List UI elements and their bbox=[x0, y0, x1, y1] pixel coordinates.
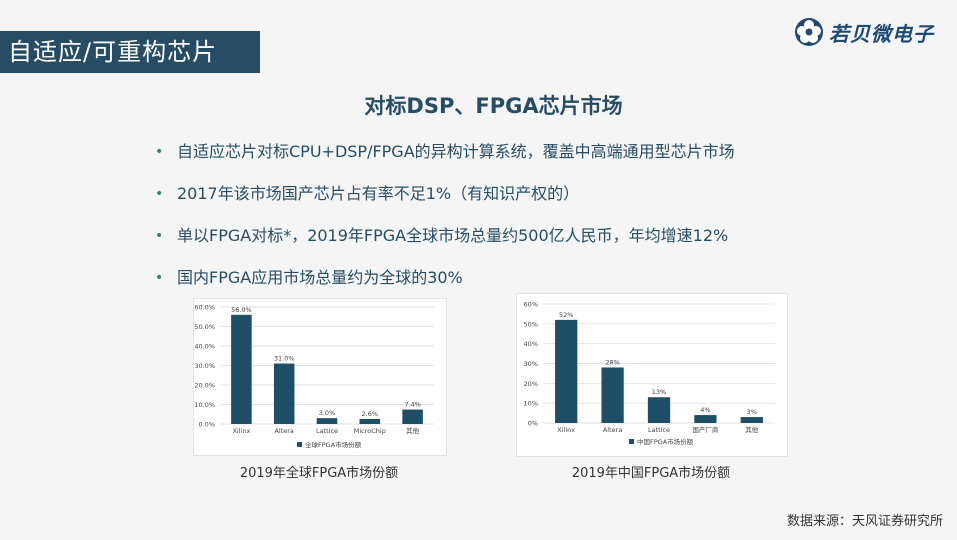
y-tick-label: 20.0% bbox=[194, 382, 215, 390]
y-tick-label: 0% bbox=[528, 420, 538, 428]
data-label: 52% bbox=[559, 311, 573, 319]
y-tick-label: 30.0% bbox=[194, 362, 215, 370]
data-source-note: 数据来源：天风证券研究所 bbox=[786, 514, 943, 529]
bullet-item: • 单以FPGA对标*，2019年FPGA全球市场总量约500亿人民币，年均增速1… bbox=[155, 224, 735, 266]
data-label: 13% bbox=[652, 388, 666, 396]
china-fpga-bar-chart: 0% 10% 20% 30% 40% 50% 60% 52% Xilinx 28% Altera 13… bbox=[524, 301, 775, 446]
china-chart-caption: 2019年中国FPGA市场份额 bbox=[571, 466, 731, 481]
legend-label: 全球FPGA市场份额 bbox=[305, 440, 362, 449]
data-label: 2.6% bbox=[362, 410, 379, 418]
x-tick-label: 国产厂商 bbox=[692, 425, 719, 434]
bar bbox=[231, 314, 252, 424]
global-chart-caption: 2019年全球FPGA市场份额 bbox=[239, 466, 399, 481]
y-tick-label: 0.0% bbox=[198, 421, 215, 429]
bullet-dot: • bbox=[155, 228, 164, 244]
flower-logo-icon bbox=[795, 18, 823, 46]
bullet-text: 2017年该市场国产芯片占有率不足1%（有知识产权的） bbox=[177, 184, 580, 203]
y-tick-label: 10% bbox=[524, 400, 538, 408]
x-tick-label: Xilinx bbox=[232, 427, 250, 435]
x-tick-label: Altera bbox=[274, 427, 293, 435]
company-logo: 若贝微电子 bbox=[793, 16, 934, 48]
y-tick-label: 10.0% bbox=[194, 401, 215, 409]
bar bbox=[402, 409, 423, 424]
slide-title: 自适应/可重构芯片 bbox=[0, 31, 260, 73]
data-label: 31.0% bbox=[274, 355, 295, 363]
bar bbox=[647, 397, 671, 423]
data-label: 56.0% bbox=[231, 306, 252, 314]
y-tick-label: 20% bbox=[524, 380, 538, 388]
china-fpga-chart: 0% 10% 20% 30% 40% 50% 60% 52% Xilinx 28% Altera 13… bbox=[516, 293, 788, 457]
global-fpga-bar-chart: 0.0% 10.0% 20.0% 30.0% 40.0% 50.0% 60.0% 56.0% X… bbox=[194, 304, 434, 449]
data-label: 28% bbox=[605, 358, 619, 366]
bar bbox=[359, 418, 381, 424]
bar bbox=[694, 415, 717, 423]
data-label: 7.4% bbox=[404, 401, 421, 409]
global-fpga-chart: 0.0% 10.0% 20.0% 30.0% 40.0% 50.0% 60.0% 56.0% X… bbox=[193, 298, 447, 456]
y-tick-label: 50% bbox=[524, 320, 538, 328]
x-tick-label: Lattice bbox=[648, 426, 670, 434]
bar bbox=[555, 319, 578, 423]
bullet-item: • 自适应芯片对标CPU+DSP/FPGA的异构计算系统，覆盖中高端通用型芯片市场 bbox=[155, 140, 735, 182]
y-tick-label: 60.0% bbox=[194, 304, 215, 312]
legend-swatch bbox=[629, 439, 634, 444]
data-label: 3% bbox=[747, 408, 757, 416]
y-tick-label: 40% bbox=[524, 340, 538, 348]
x-tick-label: Lattice bbox=[316, 427, 338, 435]
bullet-text: 国内FPGA应用市场总量约为全球的30% bbox=[177, 268, 463, 287]
x-tick-label: 其他 bbox=[406, 426, 420, 435]
bar bbox=[273, 363, 295, 424]
bullet-dot: • bbox=[155, 144, 164, 160]
x-tick-label: Altera bbox=[603, 426, 622, 434]
legend-label: 中国FPGA市场份额 bbox=[637, 437, 694, 446]
bullet-list: • 自适应芯片对标CPU+DSP/FPGA的异构计算系统，覆盖中高端通用型芯片市场… bbox=[155, 140, 735, 308]
x-tick-label: Xilinx bbox=[557, 426, 575, 434]
y-tick-label: 60% bbox=[524, 301, 538, 309]
legend-swatch bbox=[297, 442, 302, 447]
bullet-text: 单以FPGA对标*，2019年FPGA全球市场总量约500亿人民币，年均增速12… bbox=[177, 226, 729, 245]
data-label: 3.0% bbox=[319, 409, 336, 417]
bar bbox=[601, 367, 624, 423]
bullet-text: 自适应芯片对标CPU+DSP/FPGA的异构计算系统，覆盖中高端通用型芯片市场 bbox=[177, 142, 735, 161]
bullet-item: • 国内FPGA应用市场总量约为全球的30% bbox=[155, 266, 735, 308]
y-tick-label: 30% bbox=[524, 360, 538, 368]
bar bbox=[316, 418, 338, 424]
bullet-dot: • bbox=[155, 270, 164, 286]
bullet-dot: • bbox=[155, 186, 164, 202]
slide-heading: 对标DSP、FPGA芯片市场 bbox=[364, 94, 623, 118]
x-tick-label: 其他 bbox=[745, 425, 759, 434]
logo-text: 若贝微电子 bbox=[829, 21, 934, 46]
bullet-item: • 2017年该市场国产芯片占有率不足1%（有知识产权的） bbox=[155, 182, 735, 224]
bar bbox=[740, 417, 763, 423]
data-label: 4% bbox=[700, 406, 710, 414]
y-tick-label: 40.0% bbox=[194, 343, 215, 351]
x-tick-label: MicroChip bbox=[354, 427, 386, 435]
y-tick-label: 50.0% bbox=[194, 323, 215, 331]
